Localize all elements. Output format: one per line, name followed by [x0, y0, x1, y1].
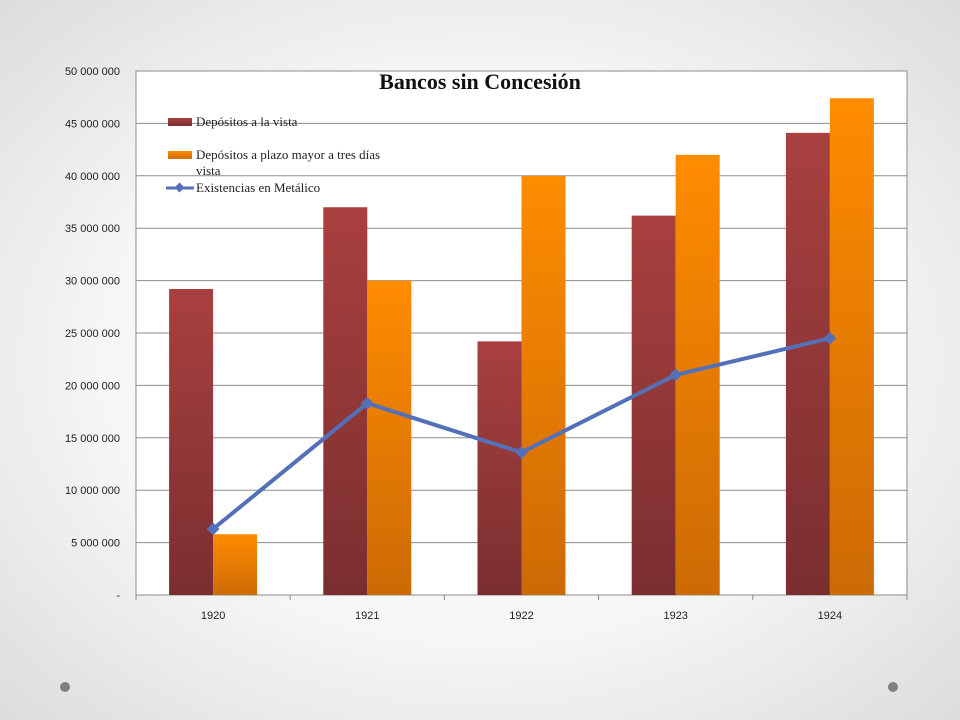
bar-depositos-plazo	[367, 280, 412, 595]
bar-depositos-vista	[631, 215, 676, 595]
x-axis: 1920 1921 1922 1923 1924	[135, 595, 908, 622]
x-tick-label: 1923	[663, 610, 687, 622]
legend-label-depositos-plazo: Depósitos a plazo mayor a tres días vist…	[196, 147, 383, 178]
legend-label-depositos-vista: Depósitos a la vista	[196, 114, 298, 129]
y-axis-tick-labels: - 5 000 000 10 000 000 15 000 000 20 000 000…	[65, 66, 120, 602]
y-tick-label: 45 000 000	[65, 118, 120, 130]
slide-bullet-right	[888, 682, 898, 692]
legend-swatch-depositos-vista	[168, 118, 192, 126]
slide-bullet-left	[60, 682, 70, 692]
y-tick-label: 25 000 000	[65, 328, 120, 340]
bar-depositos-plazo	[213, 534, 258, 595]
bar-depositos-vista	[477, 341, 522, 595]
bar-depositos-vista	[323, 207, 368, 596]
y-tick-label: -	[116, 590, 120, 602]
y-tick-label: 20 000 000	[65, 380, 120, 392]
x-tick-label: 1924	[818, 610, 842, 622]
legend-swatch-depositos-plazo	[168, 151, 192, 159]
bar-depositos-plazo	[829, 98, 874, 596]
y-tick-label: 40 000 000	[65, 171, 120, 183]
point-existencias	[360, 396, 374, 410]
y-tick-label: 5 000 000	[71, 538, 120, 550]
bar-depositos-vista	[785, 132, 830, 595]
legend-marker-existencias	[174, 182, 185, 193]
bar-depositos-plazo	[521, 175, 566, 596]
chart-title: Bancos sin Concesión	[379, 69, 581, 94]
y-tick-label: 30 000 000	[65, 276, 120, 288]
x-tick-label: 1920	[201, 610, 225, 622]
bar-depositos-vista	[169, 288, 214, 595]
y-tick-label: 50 000 000	[65, 66, 120, 78]
y-tick-label: 10 000 000	[65, 485, 120, 497]
legend-label-existencias: Existencias en Metálico	[196, 180, 320, 195]
x-tick-label: 1921	[355, 610, 379, 622]
y-tick-label: 15 000 000	[65, 433, 120, 445]
x-tick-label: 1922	[509, 610, 533, 622]
y-tick-label: 35 000 000	[65, 223, 120, 235]
legend: Depósitos a la vista Depósitos a plazo m…	[166, 114, 383, 195]
